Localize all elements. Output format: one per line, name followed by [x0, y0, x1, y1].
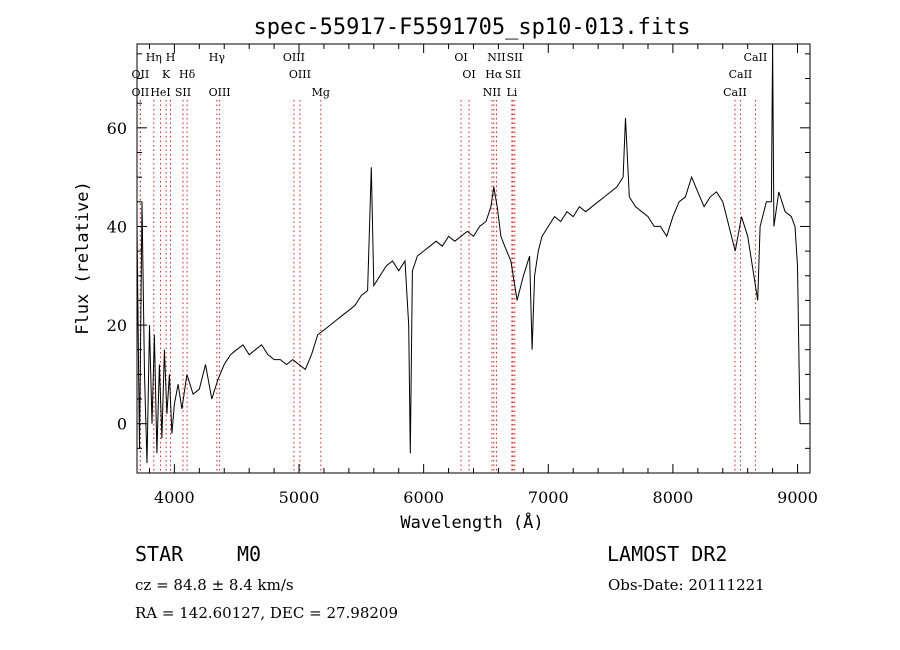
spectral-line-markers: OIIOIIHηHeIKHSIIHδHγOIIIOIIIOIIIMgOIOINI… [132, 51, 768, 473]
line-label-1: OII [132, 86, 150, 99]
line-label-21: CaII [723, 86, 747, 99]
line-label-12: Mg [312, 86, 330, 99]
coordinates: RA = 142.60127, DEC = 27.98209 [135, 604, 399, 622]
x-tick-label-5000: 5000 [279, 488, 320, 507]
line-label-13: OI [454, 51, 467, 64]
x-tick-label-7000: 7000 [528, 488, 569, 507]
redshift-cz: cz = 84.8 ± 8.4 km/s [135, 576, 294, 594]
line-label-19: SII [505, 68, 521, 81]
y-tick-label-20: 20 [107, 316, 127, 335]
line-label-4: K [162, 68, 171, 81]
observation-date: Obs-Date: 20111221 [608, 576, 765, 594]
line-label-16: Hα [485, 68, 503, 81]
y-tick-label-60: 60 [107, 119, 127, 138]
plot-frame [136, 43, 811, 474]
object-subclass: M0 [237, 542, 262, 566]
line-label-11: OIII [289, 68, 311, 81]
line-label-20: SII [507, 51, 523, 64]
x-tick-label-8000: 8000 [653, 488, 694, 507]
line-label-3: HeI [150, 86, 170, 99]
line-label-5: H [166, 51, 176, 64]
line-label-23: CaII [744, 51, 768, 64]
line-label-22: CaII [729, 68, 753, 81]
y-tick-label-40: 40 [107, 217, 127, 236]
object-class: STAR [135, 542, 184, 566]
line-label-2: Hη [146, 51, 162, 64]
axis-ticks: 4000 5000 6000 7000 8000 9000 0 20 40 60 [107, 44, 818, 507]
spectrum-line [136, 43, 801, 464]
line-label-10: OIII [283, 51, 305, 64]
chart-title: spec-55917-F5591705_sp10-013.fits [253, 15, 690, 40]
line-label-18: Li [506, 86, 517, 99]
x-tick-label-9000: 9000 [777, 488, 818, 507]
x-tick-label-6000: 6000 [403, 488, 444, 507]
line-label-0: OII [132, 68, 150, 81]
line-label-15: NII [483, 86, 501, 99]
line-label-9: OIII [209, 86, 231, 99]
line-label-7: Hδ [179, 68, 196, 81]
survey-name: LAMOST DR2 [607, 542, 728, 566]
x-axis-label: Wavelength (Å) [400, 511, 543, 533]
y-tick-label-0: 0 [117, 415, 127, 434]
line-label-14: OI [462, 68, 475, 81]
line-label-8: Hγ [209, 51, 226, 64]
line-label-17: NII [487, 51, 505, 64]
y-axis-label: Flux (relative) [73, 181, 93, 335]
x-tick-label-4000: 4000 [154, 488, 195, 507]
line-label-6: SII [175, 86, 191, 99]
